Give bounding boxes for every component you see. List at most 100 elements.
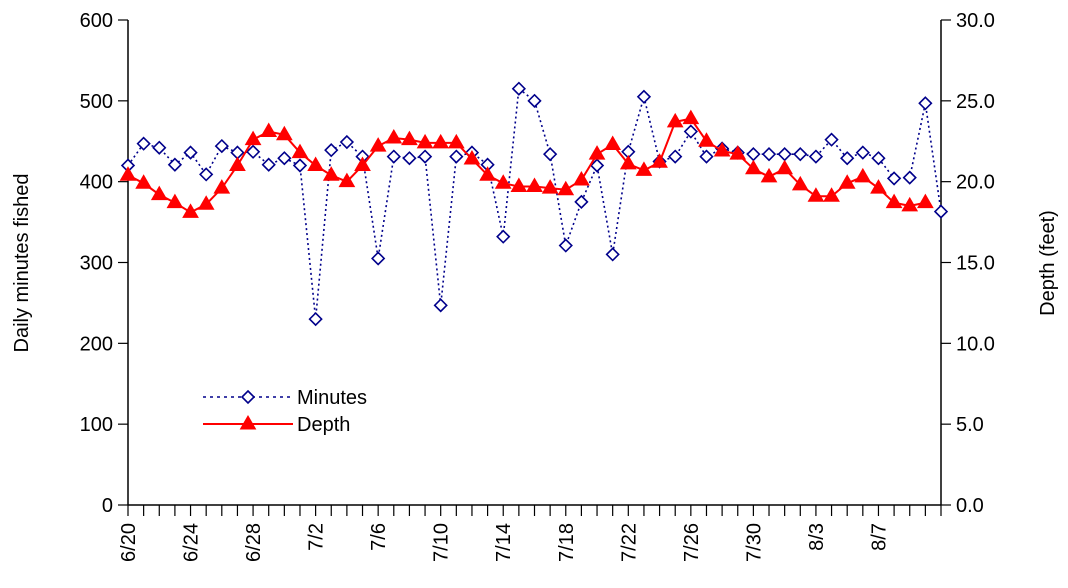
depth-point xyxy=(604,135,622,150)
minutes-point xyxy=(746,147,761,162)
minutes-point xyxy=(855,145,870,160)
series-minutes xyxy=(120,81,949,327)
depth-point xyxy=(666,112,684,128)
minutes-point xyxy=(761,147,777,162)
depth-point xyxy=(275,125,293,141)
axes xyxy=(118,19,951,516)
minutes-point xyxy=(558,238,573,253)
y-tick-label: 100 xyxy=(80,414,113,436)
minutes-point xyxy=(402,151,417,166)
legend-label-depth: Depth xyxy=(297,414,350,436)
depth-point xyxy=(885,193,903,209)
tick-labels: 0 100 200 300 400 500 600 0.0 5.0 10.0 15.0 20.0 25.… xyxy=(80,10,995,562)
x-tick-label: 7/18 xyxy=(556,523,578,562)
minutes-point xyxy=(918,96,933,111)
series-layer xyxy=(119,81,949,327)
minutes-point xyxy=(902,170,917,185)
minutes-point xyxy=(871,151,886,166)
minutes-point xyxy=(511,81,526,96)
minutes-point xyxy=(214,138,229,154)
y2-tick-label: 10.0 xyxy=(956,333,995,355)
depth-point xyxy=(229,156,246,171)
x-tick-label: 6/20 xyxy=(118,523,140,562)
x-tick-label: 8/3 xyxy=(806,523,828,551)
depth-point xyxy=(213,179,231,194)
y-tick-label: 300 xyxy=(80,253,113,275)
y2-tick-label: 25.0 xyxy=(956,91,995,113)
y2-tick-label: 0.0 xyxy=(956,495,984,517)
minutes-point xyxy=(793,147,808,162)
minutes-point xyxy=(589,158,605,173)
depth-point xyxy=(823,187,840,202)
minutes-point xyxy=(308,311,323,327)
depth-point xyxy=(401,130,418,146)
minutes-point xyxy=(245,144,261,159)
minutes-point xyxy=(605,247,620,262)
minutes-point xyxy=(433,298,448,313)
depth-point xyxy=(838,174,856,189)
y-axis-title: Daily minutes fished xyxy=(11,174,33,353)
depth-point xyxy=(463,150,481,165)
legend-swatch-minutes-marker xyxy=(240,389,256,405)
minutes-point xyxy=(324,143,339,158)
depth-point xyxy=(713,141,731,157)
minutes-point xyxy=(683,124,698,139)
x-tick-label: 6/28 xyxy=(243,523,265,562)
depth-point xyxy=(135,174,153,189)
x-tick-label: 7/30 xyxy=(743,523,765,562)
minutes-point xyxy=(636,89,652,104)
depth-point xyxy=(854,167,872,183)
depth-point xyxy=(916,193,934,209)
depth-point xyxy=(698,132,715,147)
x-tick-label: 7/26 xyxy=(681,523,703,562)
depth-point xyxy=(369,137,387,152)
depth-point xyxy=(166,193,184,209)
depth-point xyxy=(807,187,825,202)
depth-point xyxy=(760,167,778,183)
minutes-point xyxy=(371,251,386,266)
depth-point xyxy=(682,109,700,125)
depth-point xyxy=(385,129,403,144)
depth-point xyxy=(416,133,434,149)
minutes-point xyxy=(386,149,401,164)
minutes-point xyxy=(496,229,511,244)
y2-tick-label: 15.0 xyxy=(956,253,995,275)
depth-point xyxy=(119,166,137,181)
y-tick-label: 200 xyxy=(80,333,113,355)
depth-point xyxy=(291,143,309,159)
minutes-point xyxy=(574,194,589,210)
series-depth xyxy=(119,109,934,218)
depth-point xyxy=(901,196,919,212)
depth-line xyxy=(127,117,926,214)
minutes-point xyxy=(543,147,558,162)
y2-tick-label: 20.0 xyxy=(956,172,995,194)
y2-tick-label: 30.0 xyxy=(956,10,995,32)
depth-point xyxy=(479,166,496,181)
x-tick-label: 6/24 xyxy=(181,523,203,562)
depth-point xyxy=(432,133,450,149)
depth-point xyxy=(729,145,747,160)
minutes-point xyxy=(261,157,276,172)
depth-point xyxy=(557,180,575,196)
depth-point xyxy=(338,172,356,188)
minutes-point xyxy=(152,140,167,155)
y-tick-label: 600 xyxy=(80,10,113,32)
depth-point xyxy=(588,145,606,160)
minutes-point xyxy=(339,134,355,150)
minutes-point xyxy=(277,151,292,166)
minutes-point xyxy=(183,145,198,160)
minutes-line xyxy=(127,87,942,320)
x-tick-label: 7/10 xyxy=(431,523,453,562)
depth-point xyxy=(260,122,278,138)
minutes-point xyxy=(668,149,683,164)
depth-point xyxy=(541,179,559,194)
depth-point xyxy=(651,153,668,168)
depth-point xyxy=(447,133,465,149)
depth-point xyxy=(573,171,590,186)
minutes-point xyxy=(840,151,855,166)
y-tick-label: 400 xyxy=(80,172,113,194)
minutes-point xyxy=(886,171,902,186)
minutes-point xyxy=(933,204,949,219)
